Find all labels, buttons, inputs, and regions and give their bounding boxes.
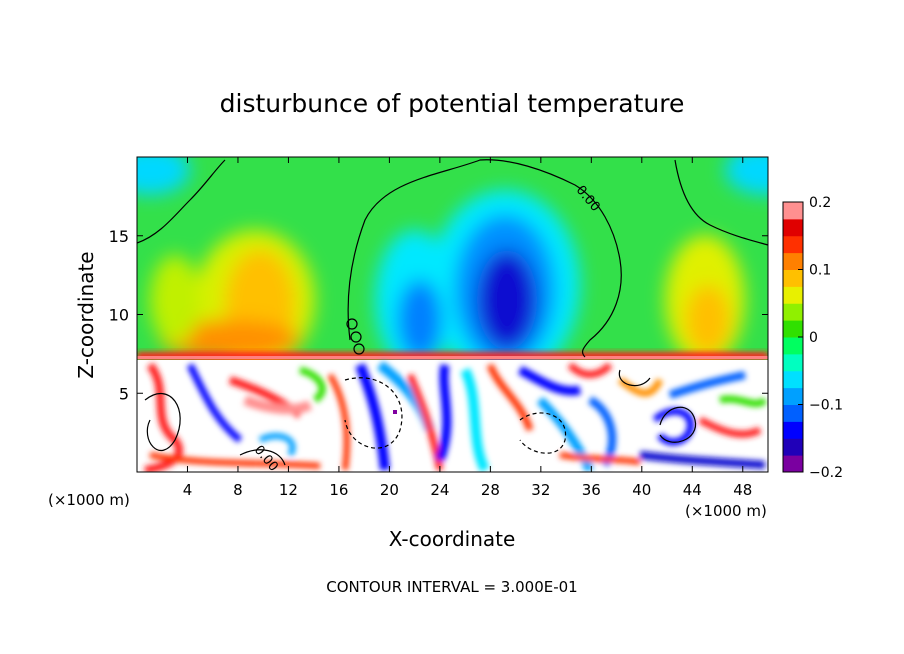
colorbar-segment — [783, 303, 803, 321]
y-tick-label: 5 — [119, 384, 129, 403]
colorbar-segment — [783, 337, 803, 355]
colorbar-segment — [783, 370, 803, 389]
upper-layer-blobs — [137, 157, 768, 380]
contour-loop-2 — [350, 331, 362, 343]
colorbar-segment — [783, 218, 803, 237]
warm-anomaly-left-lower — [160, 320, 300, 360]
x-tick-label: 48 — [733, 481, 752, 499]
colorbar-segment — [783, 404, 803, 422]
x-unit-label-left: (×1000 m) — [48, 491, 130, 509]
contour-eddy-center-dashed — [344, 377, 403, 449]
cold-anomaly-left-core — [398, 280, 442, 360]
cold-corner-top-left — [137, 157, 190, 195]
contour-lower-right — [618, 369, 651, 387]
contour-interval-footer: CONTOUR INTERVAL = 3.000E-01 — [326, 578, 577, 596]
contour-eddy-left — [144, 393, 181, 452]
chart-title: disturbunce of potential temperature — [220, 89, 685, 118]
turbulent-lower-layer — [137, 360, 768, 472]
x-tick-label: 12 — [279, 481, 298, 499]
x-tick-label: 40 — [632, 481, 651, 499]
colorbar-segment — [783, 320, 803, 338]
x-tick-label: 44 — [683, 481, 702, 499]
x-tick-label: 4 — [183, 481, 193, 499]
warm-anomaly-right-core — [686, 285, 730, 355]
x-tick-label: 24 — [430, 481, 449, 499]
y-tick-label: 15 — [109, 227, 129, 246]
zero-contour-central — [347, 159, 622, 358]
contour-eddy-right-dashed — [519, 412, 567, 454]
colorbar-tick-label: 0 — [809, 330, 818, 346]
cold-corner-top-right — [725, 157, 768, 195]
colorbar-tick-label: −0.2 — [809, 465, 843, 481]
colorbar-segment — [783, 269, 803, 287]
y-axis-title: Z-coordinate — [74, 251, 98, 378]
x-tick-label: 20 — [380, 481, 399, 499]
contour-lines — [137, 159, 768, 466]
zero-contour-right — [674, 159, 768, 246]
colorbar-segment — [783, 387, 803, 405]
zero-contour-left — [137, 159, 226, 244]
colorbar-segment — [783, 235, 803, 254]
x-axis-title: X-coordinate — [389, 527, 516, 551]
colorbar-segment — [783, 353, 803, 372]
contour-eddy-right — [659, 406, 697, 443]
colorbar — [782, 201, 804, 473]
colorbar-tick-label: 0.1 — [809, 263, 831, 279]
colorbar-ticks: 0.2 0.1 0 −0.1 −0.2 — [798, 195, 843, 481]
x-tick-label: 8 — [233, 481, 243, 499]
x-tick-label: 28 — [481, 481, 500, 499]
contour-loop-1 — [346, 318, 358, 330]
x-tick-label: 36 — [582, 481, 601, 499]
heatmap-field: 0.000.00 — [137, 157, 768, 472]
inversion-highlight — [137, 356, 768, 359]
colorbar-segment — [783, 438, 803, 456]
cold-cell-marker — [393, 410, 397, 414]
y-tick-label: 10 — [109, 306, 129, 325]
x-tick-label: 16 — [329, 481, 348, 499]
colorbar-segment — [783, 421, 803, 439]
colorbar-segment — [783, 252, 803, 270]
x-axis: 4 8 12 16 20 24 28 32 36 40 44 48 — [183, 157, 752, 499]
x-unit-label-right: (×1000 m) — [685, 502, 767, 520]
contour-lower-left-2 — [239, 449, 286, 466]
y-axis: 5 10 15 — [109, 227, 768, 403]
colorbar-segment — [783, 286, 803, 304]
x-tick-label: 32 — [531, 481, 550, 499]
colorbar-segment — [783, 455, 803, 473]
cold-anomaly-right-core — [477, 250, 537, 350]
colorbar-tick-label: −0.1 — [809, 398, 843, 414]
contour-loop-3 — [353, 343, 365, 355]
colorbar-segment — [783, 202, 803, 220]
colorbar-tick-label: 0.2 — [809, 195, 831, 211]
warm-anomaly-mid — [150, 255, 200, 345]
